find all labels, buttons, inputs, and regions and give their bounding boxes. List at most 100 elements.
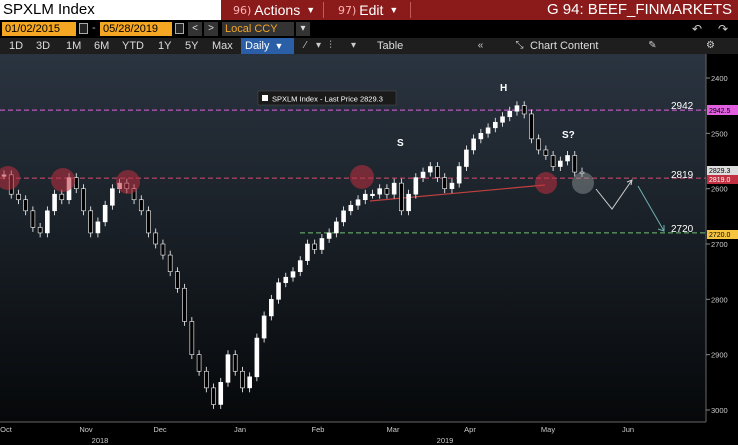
- gear-icon[interactable]: ⚙: [706, 40, 715, 51]
- candle-body: [254, 337, 260, 378]
- candle-body: [305, 243, 310, 261]
- bar-chart-icon[interactable]: ⫶: [329, 40, 332, 51]
- legend-label: SPXLM Index - Last Price 2829.3: [272, 95, 383, 104]
- candle-body: [435, 166, 440, 178]
- edit-menu-label: Edit: [359, 2, 384, 18]
- frequency-select[interactable]: Daily ▼: [241, 38, 294, 54]
- candle-body: [37, 227, 43, 234]
- highlight-circle: [116, 170, 140, 194]
- candle-body: [326, 232, 332, 239]
- next-period-button[interactable]: >: [204, 22, 218, 36]
- period-1m[interactable]: 1M: [66, 40, 82, 52]
- candle-body: [536, 138, 541, 151]
- candle-body: [247, 376, 252, 389]
- candle-body: [16, 193, 21, 201]
- chevron-down-icon[interactable]: ▾: [350, 40, 357, 51]
- candle-body: [341, 210, 346, 223]
- candle-body: [529, 113, 534, 140]
- prev-period-button[interactable]: <: [188, 22, 202, 36]
- page-title: G 94: BEEF_FINMARKETS: [546, 1, 732, 18]
- x-year-label: 2018: [92, 436, 109, 445]
- candle-body: [420, 171, 426, 178]
- collapse-left-icon[interactable]: «: [477, 40, 484, 51]
- edit-menu-number: 97): [338, 3, 357, 17]
- candle-body: [514, 105, 520, 112]
- arrow-head-icon: [626, 179, 633, 186]
- chevron-down-icon[interactable]: ▾: [315, 40, 322, 51]
- edit-menu-button[interactable]: 97) Edit ▼: [338, 0, 398, 20]
- candle-body: [261, 315, 267, 339]
- y-tick-label: 2400: [711, 74, 728, 83]
- period-3d[interactable]: 3D: [36, 40, 51, 52]
- candle-body: [579, 171, 585, 174]
- start-date-input[interactable]: 01/02/2015: [2, 22, 76, 36]
- candle-body: [406, 193, 411, 212]
- candle-body: [211, 387, 216, 405]
- legend-swatch: [262, 95, 268, 101]
- y-tick-label: 2800: [711, 295, 728, 304]
- end-date-input[interactable]: 05/28/2019: [100, 22, 172, 36]
- candle-body: [81, 188, 86, 212]
- table-button[interactable]: Table: [377, 40, 404, 52]
- level-label-2720: 2720: [671, 224, 694, 235]
- candle-body: [182, 287, 187, 322]
- calendar-icon[interactable]: [175, 23, 184, 34]
- chart-content-button[interactable]: Chart Content: [530, 40, 599, 52]
- x-tick-label: Jan: [234, 425, 246, 434]
- arrow-head-icon: [657, 225, 665, 232]
- candle-body: [59, 193, 65, 201]
- legend-box[interactable]: [257, 90, 397, 106]
- candle-body: [427, 166, 433, 173]
- candle-body: [269, 299, 274, 317]
- projection-circle: [572, 172, 594, 194]
- candle-body: [290, 271, 296, 278]
- period-5y[interactable]: 5Y: [185, 40, 199, 52]
- candle-body: [558, 160, 563, 167]
- level-label-2942: 2942: [671, 101, 694, 112]
- redo-icon[interactable]: ↷: [718, 22, 729, 36]
- candle-body: [52, 193, 57, 212]
- period-max[interactable]: Max: [212, 40, 233, 52]
- period-1d[interactable]: 1D: [9, 40, 24, 52]
- price-tag-last-bottom-text: 2819.0: [709, 177, 731, 184]
- period-1y[interactable]: 1Y: [158, 40, 172, 52]
- candle-body: [485, 127, 491, 134]
- period-ytd[interactable]: YTD: [122, 40, 144, 52]
- y-tick-label: 2500: [711, 129, 728, 138]
- x-tick-label: Feb: [312, 425, 325, 434]
- projection-arrow: [637, 185, 665, 232]
- frequency-label: Daily: [245, 40, 270, 52]
- candle-body: [45, 210, 50, 234]
- candle-body: [471, 138, 476, 151]
- actions-menu-number: 96): [233, 3, 252, 17]
- annotation-left-shoulder: S: [397, 138, 404, 149]
- ticker-text: SPXLM Index: [3, 1, 95, 18]
- x-year-label: 2019: [437, 436, 454, 445]
- candle-body: [95, 221, 101, 234]
- candle-body: [384, 188, 390, 195]
- candle-body: [550, 155, 556, 167]
- period-6m[interactable]: 6M: [94, 40, 110, 52]
- level-label-2819: 2819: [671, 170, 694, 181]
- chart-svg[interactable]: 3000 2900 2800 2700 2600 2500 2400 Oct Nov Dec Ja…: [0, 54, 738, 445]
- price-tag-last-top: [707, 166, 738, 175]
- candle-body: [232, 354, 238, 372]
- currency-dropdown-button[interactable]: ▾: [296, 22, 310, 36]
- undo-icon[interactable]: ↶: [692, 22, 703, 36]
- candle-body: [189, 321, 195, 355]
- line-chart-icon[interactable]: ⁄: [304, 40, 307, 51]
- x-tick-label: Nov: [79, 425, 93, 434]
- date-separator: -: [92, 22, 96, 34]
- x-tick-label: Jun: [622, 425, 634, 434]
- candle-body: [456, 166, 462, 184]
- currency-select[interactable]: Local CCY: [222, 22, 294, 36]
- actions-menu-button[interactable]: 96) Actions ▼: [233, 0, 315, 20]
- candle-body: [218, 382, 224, 405]
- ticker-field[interactable]: SPXLM Index: [0, 0, 221, 20]
- y-axis-ticks: 3000 2900 2800 2700 2600 2500 2400: [706, 74, 728, 415]
- price-chart[interactable]: 3000 2900 2800 2700 2600 2500 2400 Oct Nov Dec Ja…: [0, 54, 738, 445]
- candle-body: [319, 238, 325, 250]
- annotation-head: H: [500, 83, 507, 94]
- calendar-icon[interactable]: [79, 23, 88, 34]
- edit-icon[interactable]: ✎: [648, 40, 657, 51]
